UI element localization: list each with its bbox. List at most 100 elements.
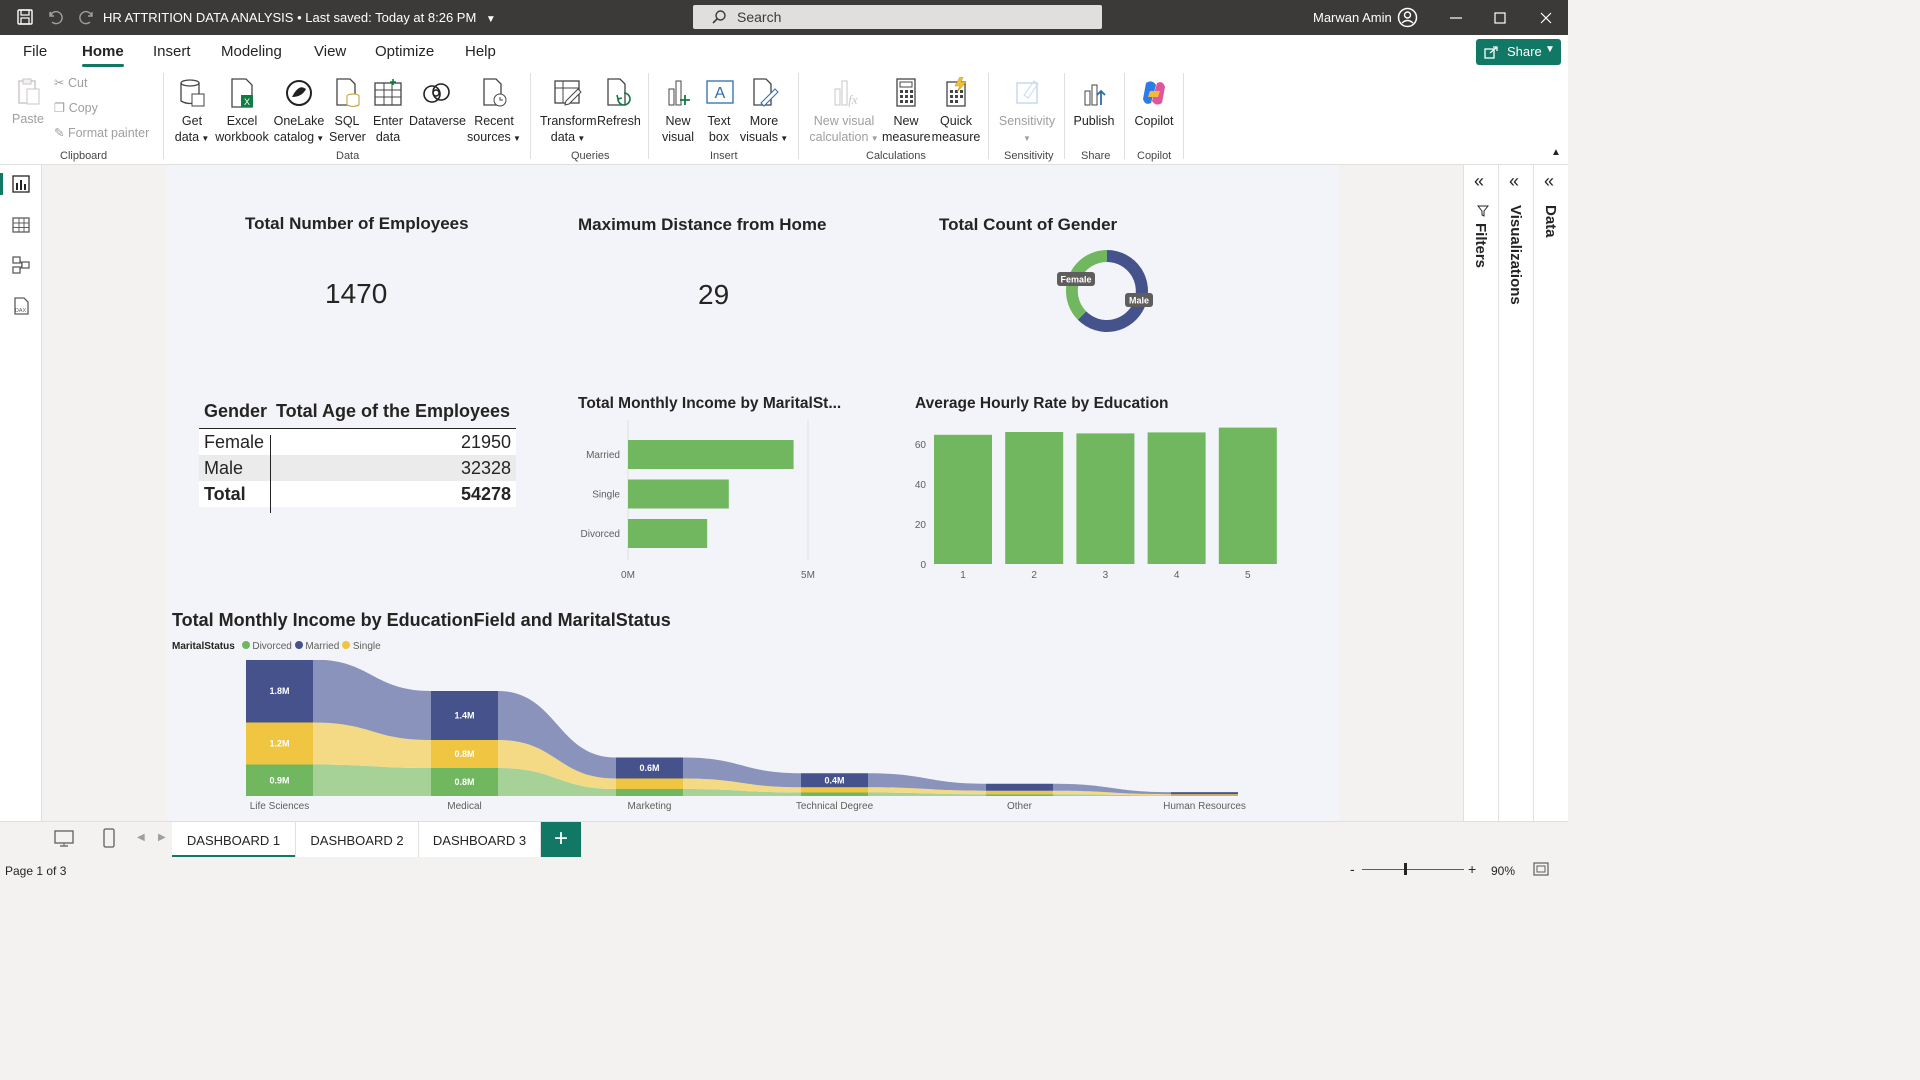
zoom-in-icon[interactable]: + [1468,861,1477,877]
segment-single[interactable] [801,787,868,793]
tab-home[interactable]: Home [82,43,124,67]
segment-married[interactable] [616,757,683,779]
segment-single[interactable] [986,790,1053,795]
bar-education-5[interactable] [1218,427,1277,564]
tab-optimize[interactable]: Optimize [375,43,435,60]
share-button[interactable]: Share ▼ [1476,39,1561,65]
zoom-slider[interactable] [1362,869,1464,870]
fit-to-page-icon[interactable] [1533,862,1549,876]
copy-button[interactable]: ❐ Copy [54,100,98,116]
segment-married[interactable] [431,691,498,740]
paste-button[interactable]: Paste [10,77,46,127]
ribbon-divorced[interactable] [1053,794,1171,796]
tab-insert[interactable]: Insert [153,43,191,60]
ribbon-married[interactable] [1053,783,1171,795]
segment-single[interactable] [246,722,313,765]
marital-income-bar-chart[interactable]: Married Single Divorced 0M 5M [570,420,830,590]
donut-slice-female[interactable] [1065,250,1107,320]
next-page-icon[interactable]: ▶ [158,832,166,843]
report-title[interactable]: HR ATTRITION DATA ANALYSIS • Last saved:… [103,10,496,25]
enter-data-button[interactable]: Enter data [370,77,406,145]
format-painter-button[interactable]: ✎ Format painter [54,125,149,141]
segment-single[interactable] [1171,794,1238,796]
education-income-ribbon-chart[interactable]: 0.9M 1.2M 1.8M Life Sciences 0.8M 0.8M 1.4M Med… [200,660,1300,820]
new-measure-button[interactable]: New measure [882,77,931,145]
dataverse-button[interactable]: Dataverse [409,77,466,129]
publish-button[interactable]: Publish [1071,77,1117,129]
zoom-out-icon[interactable]: - [1350,861,1355,877]
expand-filters-icon[interactable]: « [1474,171,1485,191]
ribbon-single[interactable] [1053,790,1171,796]
report-view-icon[interactable] [11,174,31,194]
recent-sources-button[interactable]: Recent sources ▼ [466,77,522,147]
bar-divorced[interactable] [628,519,708,548]
bar-education-3[interactable] [1076,433,1135,564]
table-row[interactable]: Female 21950 [199,429,516,455]
sensitivity-button[interactable]: Sensitivity ▼ [996,77,1058,147]
segment-single[interactable] [431,740,498,768]
copilot-button[interactable]: Copilot [1130,77,1178,129]
minimize-icon[interactable] [1449,12,1463,24]
previous-page-icon[interactable]: ◀ [137,832,145,843]
filters-pane[interactable]: « Filters [1463,165,1498,823]
cut-button[interactable]: ✂ Cut [54,75,87,91]
ribbon-married[interactable] [313,660,431,740]
bar-married[interactable] [628,440,794,469]
legend-item-divorced[interactable]: Divorced [241,641,292,652]
ribbon-single[interactable] [498,740,616,789]
desktop-layout-icon[interactable] [54,830,74,848]
gender-donut-chart[interactable]: Female Male [1050,245,1160,340]
expand-data-icon[interactable]: « [1544,171,1555,191]
onelake-catalog-button[interactable]: OneLake catalog ▼ [271,77,327,147]
segment-divorced[interactable] [801,792,868,797]
ribbon-divorced[interactable] [498,768,616,796]
add-page-button[interactable]: + [541,822,581,858]
segment-divorced[interactable] [246,764,313,797]
legend-item-married[interactable]: Married [294,641,339,652]
dax-query-view-icon[interactable]: DAX [11,296,31,316]
data-pane[interactable]: « Data [1533,165,1568,823]
segment-divorced[interactable] [616,789,683,796]
segment-divorced[interactable] [431,768,498,796]
table-row[interactable]: Male 32328 [199,455,516,481]
ribbon-married[interactable] [498,691,616,779]
tab-modeling[interactable]: Modeling [221,43,282,60]
transform-data-button[interactable]: Transform data ▼ [540,77,597,147]
ribbon-married[interactable] [868,773,986,791]
table-view-icon[interactable] [11,215,31,235]
ribbon-single[interactable] [313,722,431,769]
zoom-slider-thumb[interactable] [1404,863,1407,875]
tab-view[interactable]: View [314,43,347,60]
save-icon[interactable] [16,8,34,26]
ribbon-divorced[interactable] [313,764,431,797]
segment-divorced[interactable] [1171,795,1238,796]
text-box-button[interactable]: A Text box [701,77,737,145]
new-visual-button[interactable]: New visual [658,77,698,145]
gender-age-table[interactable]: Gender Total Age of the Employees Female… [199,395,516,513]
segment-married[interactable] [1171,792,1238,795]
ribbon-single[interactable] [868,787,986,795]
donut-slice-male[interactable] [1077,250,1148,332]
model-view-icon[interactable] [11,255,31,275]
ribbon-single[interactable] [683,778,801,793]
bar-education-4[interactable] [1147,432,1206,564]
tab-file[interactable]: File [23,43,48,60]
mobile-layout-icon[interactable] [103,828,115,848]
column-header-age[interactable]: Total Age of the Employees [276,401,511,421]
excel-workbook-button[interactable]: X Excel workbook [214,77,270,145]
hourly-rate-bar-chart[interactable]: 0 20 40 60 1 2 3 4 5 [900,420,1290,590]
page-tab-dashboard-3[interactable]: DASHBOARD 3 [419,822,541,858]
collapse-ribbon-icon[interactable]: ▲ [1551,147,1561,158]
page-tab-dashboard-2[interactable]: DASHBOARD 2 [296,822,419,858]
more-visuals-button[interactable]: More visuals ▼ [739,77,789,147]
ribbon-divorced[interactable] [868,792,986,797]
segment-married[interactable] [986,783,1053,791]
sql-server-button[interactable]: SQL Server [329,77,366,145]
visualizations-pane[interactable]: « Visualizations [1498,165,1533,823]
expand-visualizations-icon[interactable]: « [1509,171,1520,191]
bar-single[interactable] [628,479,729,509]
segment-single[interactable] [616,778,683,790]
redo-icon[interactable] [77,8,95,26]
maximize-icon[interactable] [1494,12,1506,24]
segment-married[interactable] [801,773,868,788]
